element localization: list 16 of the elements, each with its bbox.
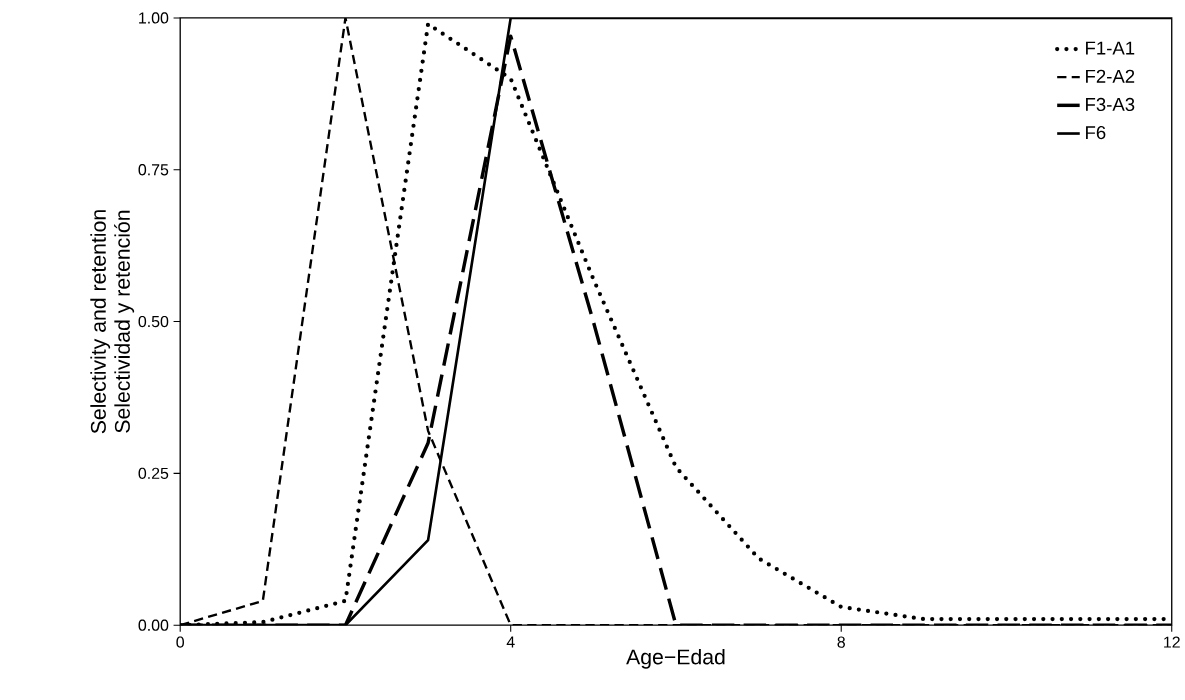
x-tick-label: 8	[837, 636, 845, 648]
x-tick-label: 4	[506, 636, 515, 648]
y-tick-label: 1.00	[139, 12, 169, 24]
text: Selectividad y retención	[114, 210, 135, 433]
y-tick-label: 0.25	[138, 467, 169, 480]
y-tick-label: 0.75	[138, 164, 169, 176]
y-tick-label: 0.50	[138, 315, 169, 328]
legend-label: F6	[1086, 126, 1106, 140]
x-axis-title: Age−Edad	[626, 648, 725, 669]
x-tick-label: 12	[1164, 636, 1180, 648]
y-tick-label: 0.00	[138, 619, 169, 631]
legend-label: F3-A3	[1086, 97, 1135, 112]
x-tick-label: 0	[176, 636, 184, 648]
legend-label: F1-A1	[1086, 41, 1135, 55]
y-axis-title: Selectivity and retention	[90, 210, 111, 434]
legend-label: F2-A2	[1086, 69, 1135, 83]
